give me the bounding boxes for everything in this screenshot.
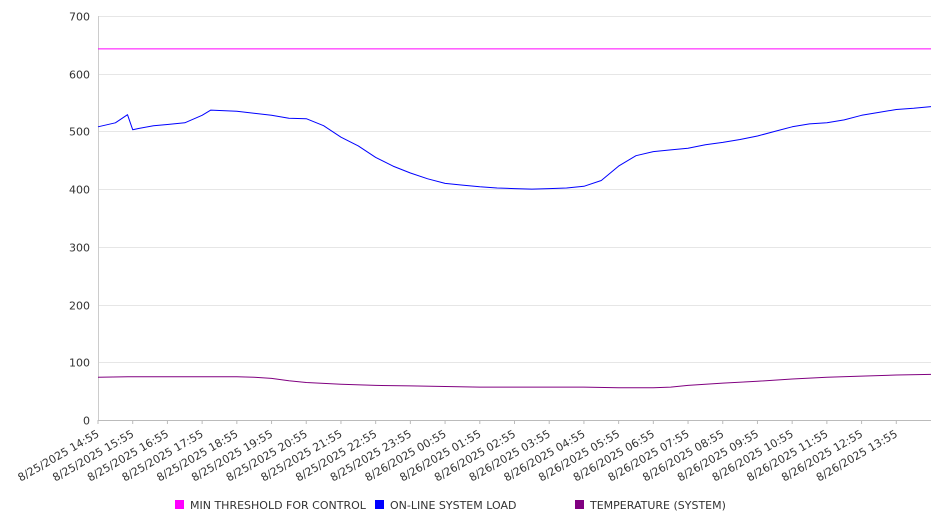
y-tick-label: 0 [83,415,90,428]
legend-label: ON-LINE SYSTEM LOAD [390,499,516,512]
legend-item[interactable]: ON-LINE SYSTEM LOAD [375,499,516,512]
axes [97,16,931,424]
y-tick-label: 600 [69,69,90,82]
legend-label: MIN THRESHOLD FOR CONTROL [190,499,367,512]
grid [98,16,931,363]
y-tick-label: 200 [69,300,90,313]
legend-item[interactable]: TEMPERATURE (SYSTEM) [575,499,726,512]
legend-swatch [375,500,384,509]
series-line-2 [97,106,932,190]
legend-swatch [175,500,184,509]
legend-label: TEMPERATURE (SYSTEM) [589,499,726,512]
y-tick-label: 400 [69,184,90,197]
legend: MIN THRESHOLD FOR CONTROL ON-LINE SYSTEM … [175,499,726,512]
y-tick-label: 500 [69,126,90,139]
y-axis-ticks: 0 100 200 300 400 500 600 700 [69,11,90,428]
x-axis-ticks: 8/25/2025 14:558/25/2025 15:558/25/2025 … [16,427,900,484]
y-tick-label: 100 [69,357,90,370]
series-line-3 [97,373,932,389]
legend-swatch [575,500,584,509]
legend-item[interactable]: MIN THRESHOLD FOR CONTROL [175,499,367,512]
series-lines [97,48,932,389]
y-tick-label: 700 [69,11,90,24]
y-tick-label: 300 [69,242,90,255]
